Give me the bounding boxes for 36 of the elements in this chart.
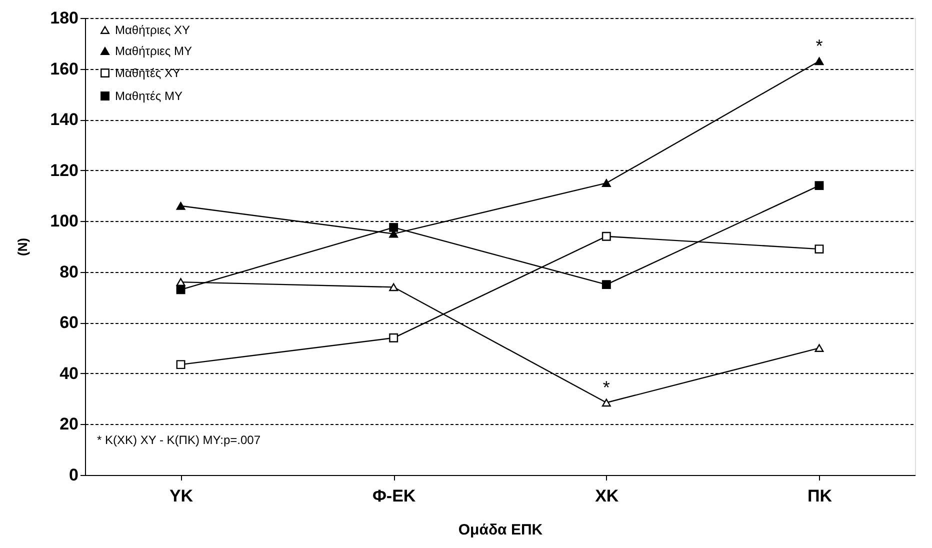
- y-tick-label: 0: [69, 466, 78, 484]
- point: [176, 202, 186, 210]
- point: [176, 360, 186, 370]
- x-tick-label: ΧΚ: [595, 486, 620, 506]
- annotation: * Κ(ΧΚ) ΧΥ - Κ(ΠΚ) ΜΥ:p=.007: [97, 433, 261, 447]
- annotation: *: [602, 378, 610, 398]
- y-tick-label: 100: [50, 212, 78, 231]
- annotation: *: [816, 36, 823, 56]
- x-axis-title: Ομάδα ΕΠΚ: [458, 522, 543, 538]
- y-tick-label: 60: [60, 313, 78, 332]
- y-tick-label: 180: [50, 8, 78, 28]
- point: [389, 283, 398, 292]
- point: [602, 398, 611, 407]
- point: [602, 179, 611, 187]
- point: [602, 232, 611, 241]
- point: [389, 222, 398, 232]
- y-tick-label: 160: [50, 59, 78, 78]
- y-tick-label: 80: [60, 262, 78, 282]
- legend-label: Μαθήτριες ΜΥ: [115, 44, 192, 58]
- point: [814, 244, 824, 254]
- y-tick-label: 140: [50, 110, 78, 130]
- x-tick-label: ΥΚ: [169, 486, 194, 506]
- y-tick-label: 20: [60, 414, 78, 434]
- point: [814, 57, 824, 66]
- y-tick-label: 120: [50, 160, 78, 180]
- point: [814, 344, 824, 352]
- y-tick-label: 40: [60, 364, 78, 383]
- legend-label: Μαθήτριες ΧΥ: [115, 23, 190, 37]
- point: [389, 333, 398, 342]
- point: [176, 285, 186, 294]
- point: [602, 280, 611, 290]
- y-axis-title: (N): [15, 238, 30, 256]
- legend-label: Μαθητές ΜΥ: [115, 89, 182, 103]
- point: [814, 181, 824, 190]
- x-tick-label: ΠΚ: [807, 486, 833, 506]
- x-tick-label: Φ-ΕΚ: [372, 486, 416, 506]
